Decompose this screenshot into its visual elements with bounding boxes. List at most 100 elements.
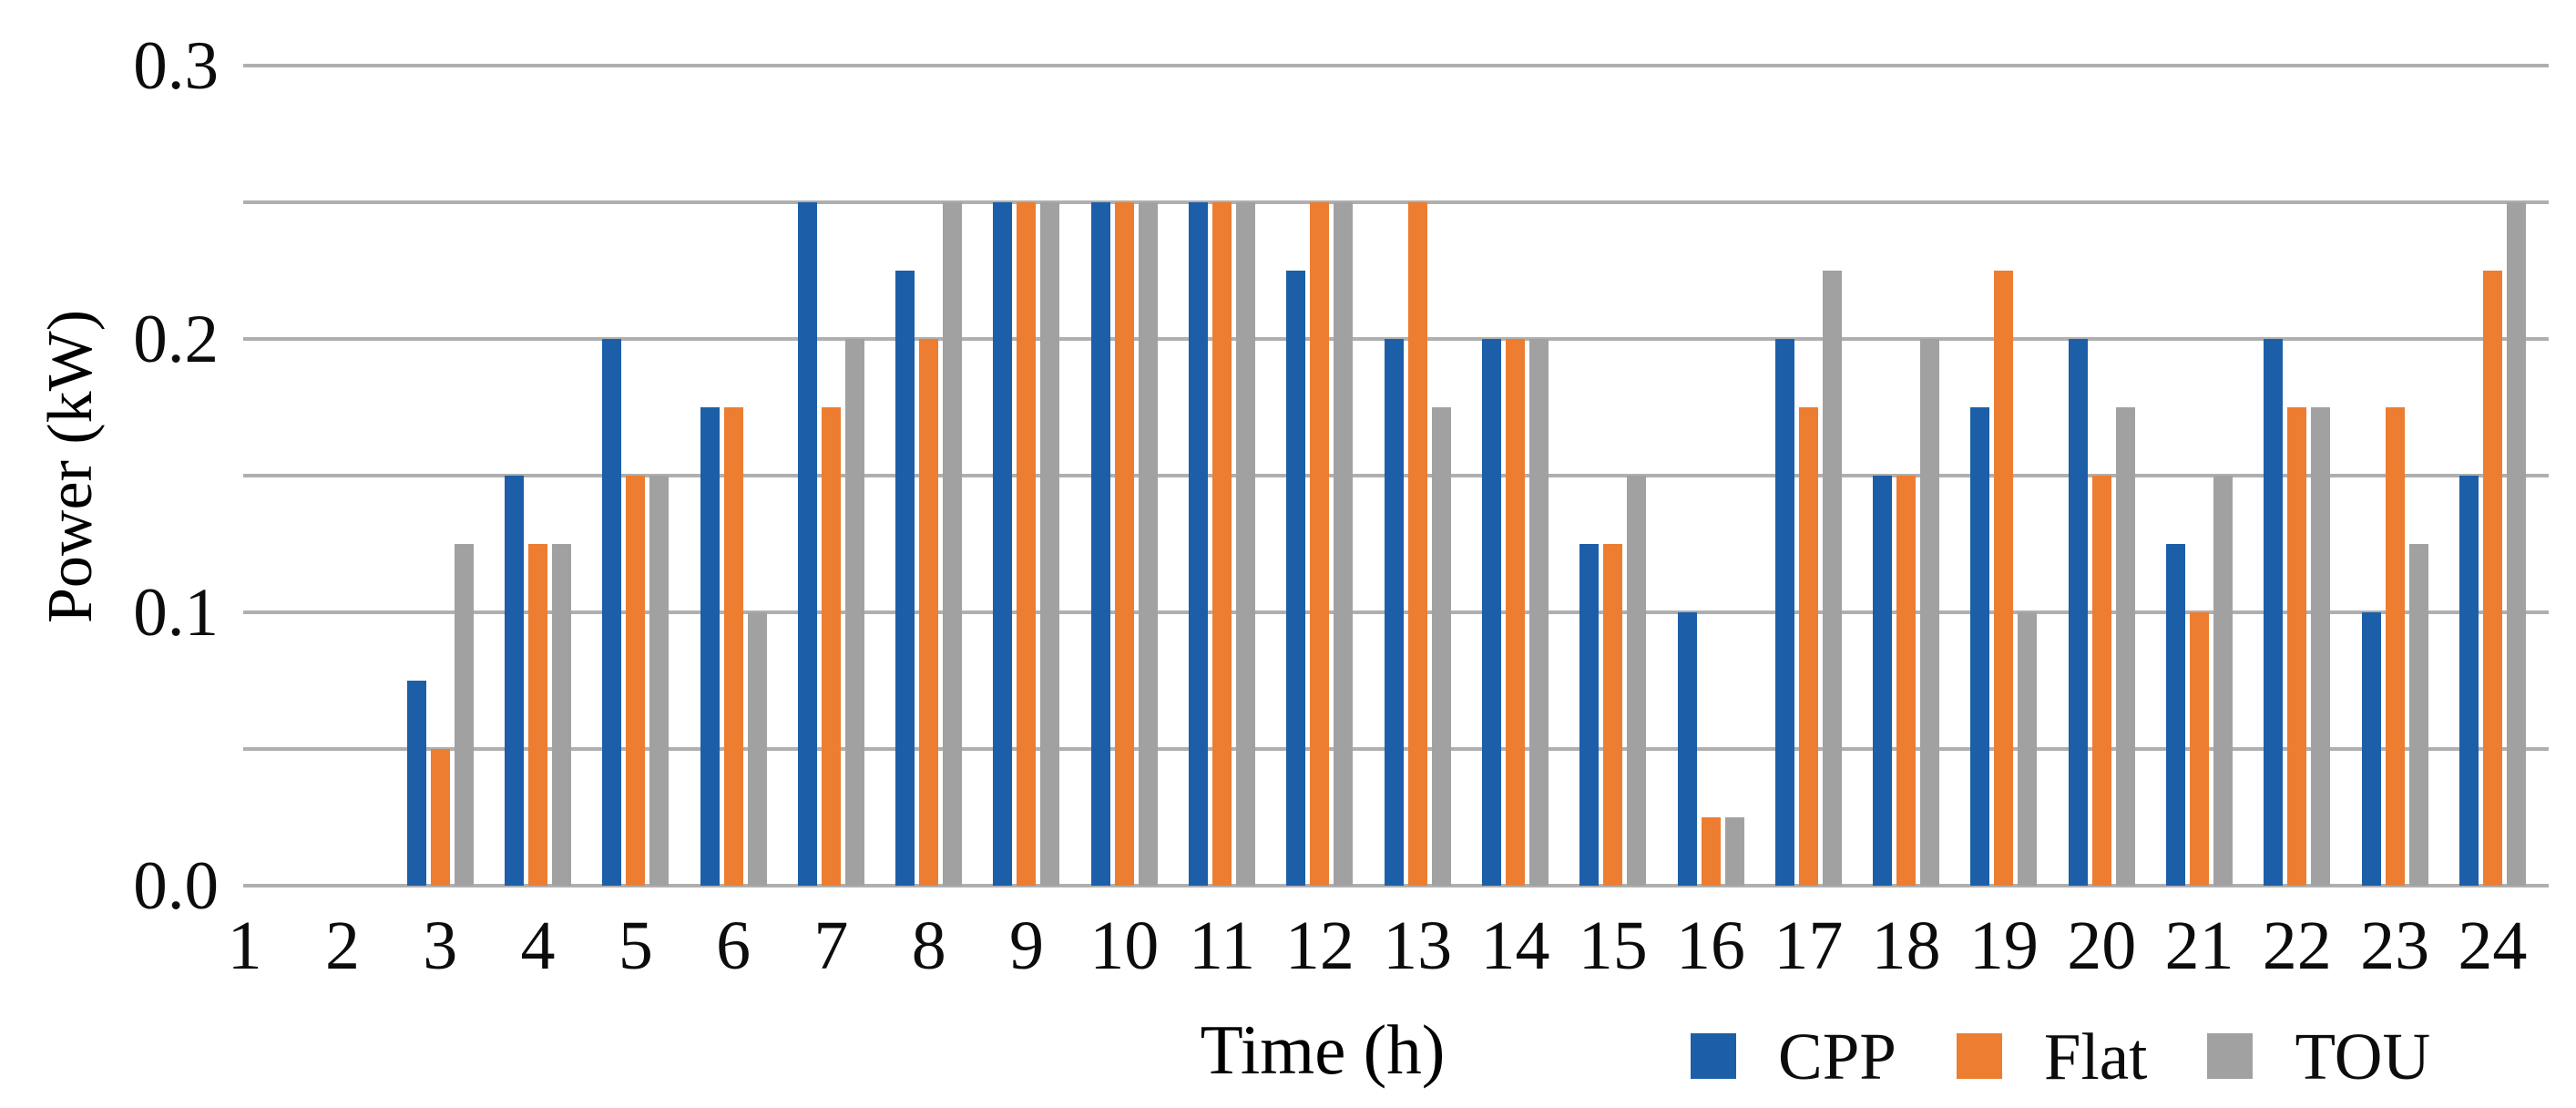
- bar-tou-5: [649, 476, 670, 886]
- legend-label: CPP: [1778, 1019, 1896, 1093]
- bar-cpp-12: [1286, 271, 1306, 886]
- bar-flat-10: [1114, 202, 1134, 886]
- x-tick-label: 15: [1578, 908, 1648, 984]
- x-tick-label: 3: [423, 908, 458, 984]
- legend: CPP Flat TOU: [1691, 1021, 2430, 1092]
- x-tick-label: 20: [2067, 908, 2137, 984]
- x-tick-label: 11: [1188, 908, 1256, 984]
- bar-cpp-23: [2361, 612, 2381, 886]
- bar-tou-7: [844, 339, 864, 886]
- bar-cpp-19: [1970, 407, 1990, 886]
- bar-cpp-7: [797, 202, 817, 886]
- bar-cpp-10: [1090, 202, 1110, 886]
- y-tick-label: 0.2: [133, 302, 219, 377]
- bar-tou-13: [1431, 407, 1451, 886]
- x-axis-title: Time (h): [1200, 1011, 1446, 1089]
- x-tick-label: 23: [2360, 908, 2430, 984]
- bar-tou-23: [2408, 544, 2428, 886]
- x-tick-label: 22: [2262, 908, 2332, 984]
- bar-flat-14: [1505, 339, 1525, 886]
- x-tick-label: 4: [520, 908, 556, 984]
- legend-item-flat: Flat: [1956, 1019, 2148, 1093]
- bar-flat-12: [1310, 202, 1330, 886]
- legend-swatch-cpp: [1691, 1033, 1736, 1079]
- bar-tou-4: [552, 544, 572, 886]
- x-tick-label: 18: [1871, 908, 1941, 984]
- legend-label: Flat: [2043, 1019, 2148, 1093]
- bar-tou-22: [2311, 407, 2331, 886]
- bar-flat-18: [1896, 476, 1917, 886]
- x-tick-label: 19: [1968, 908, 2039, 984]
- bar-cpp-20: [2068, 339, 2088, 886]
- bar-flat-22: [2287, 407, 2307, 886]
- bar-flat-13: [1407, 202, 1427, 886]
- y-tick-label: 0.1: [133, 575, 219, 651]
- legend-swatch-flat: [1956, 1033, 2002, 1079]
- bar-flat-24: [2482, 271, 2502, 886]
- bar-flat-4: [528, 544, 548, 886]
- bar-cpp-6: [700, 407, 720, 886]
- bar-cpp-9: [993, 202, 1013, 886]
- bar-flat-16: [1701, 817, 1721, 886]
- x-tick-label: 9: [1008, 908, 1044, 984]
- bar-flat-15: [1603, 544, 1623, 886]
- bar-cpp-3: [406, 681, 426, 886]
- bar-cpp-4: [505, 476, 525, 886]
- bar-flat-8: [919, 339, 939, 886]
- y-axis-title: Power (kW): [36, 309, 106, 624]
- bar-cpp-22: [2264, 339, 2284, 886]
- x-tick-label: 2: [324, 908, 360, 984]
- bar-tou-14: [1528, 339, 1549, 886]
- bar-flat-7: [821, 407, 841, 886]
- bar-flat-5: [626, 476, 646, 886]
- legend-label: TOU: [2295, 1019, 2431, 1093]
- bar-cpp-24: [2458, 476, 2479, 886]
- bar-tou-16: [1724, 817, 1744, 886]
- x-tick-label: 24: [2458, 908, 2528, 984]
- gridline: [243, 200, 2549, 204]
- bar-cpp-21: [2165, 544, 2185, 886]
- bar-cpp-11: [1189, 202, 1209, 886]
- bar-cpp-17: [1774, 339, 1794, 886]
- bar-cpp-14: [1481, 339, 1501, 886]
- x-tick-label: 14: [1480, 908, 1550, 984]
- x-tick-label: 16: [1676, 908, 1746, 984]
- bar-cpp-5: [602, 339, 622, 886]
- bar-flat-21: [2189, 612, 2209, 886]
- bar-tou-11: [1236, 202, 1256, 886]
- y-tick-label: 0.0: [133, 848, 219, 924]
- x-tick-label: 5: [618, 908, 653, 984]
- bar-cpp-18: [1873, 476, 1893, 886]
- x-tick-label: 12: [1284, 908, 1354, 984]
- bar-flat-6: [723, 407, 743, 886]
- x-tick-label: 21: [2164, 908, 2234, 984]
- bar-flat-23: [2385, 407, 2405, 886]
- bar-flat-9: [1017, 202, 1037, 886]
- bar-cpp-8: [895, 271, 915, 886]
- bar-tou-15: [1627, 476, 1647, 886]
- bar-flat-3: [430, 749, 450, 886]
- x-tick-label: 8: [911, 908, 946, 984]
- bar-tou-18: [1920, 339, 1940, 886]
- x-tick-label: 10: [1089, 908, 1160, 984]
- x-tick-label: 6: [716, 908, 751, 984]
- legend-swatch-tou: [2207, 1033, 2254, 1079]
- bar-flat-19: [1994, 271, 2014, 886]
- bar-tou-9: [1040, 202, 1060, 886]
- legend-item-tou: TOU: [2207, 1023, 2430, 1090]
- x-tick-label: 17: [1774, 908, 1844, 984]
- y-tick-label: 0.3: [133, 28, 219, 104]
- bar-tou-21: [2213, 476, 2233, 886]
- bar-flat-17: [1798, 407, 1818, 886]
- bar-cpp-15: [1579, 544, 1600, 886]
- bar-cpp-16: [1677, 612, 1697, 886]
- gridline: [243, 64, 2549, 67]
- gridline: [243, 884, 2549, 887]
- bar-cpp-13: [1384, 339, 1404, 886]
- x-tick-label: 13: [1383, 908, 1453, 984]
- bar-flat-20: [2091, 476, 2111, 886]
- bar-tou-20: [2115, 407, 2135, 886]
- bar-tou-3: [454, 544, 474, 886]
